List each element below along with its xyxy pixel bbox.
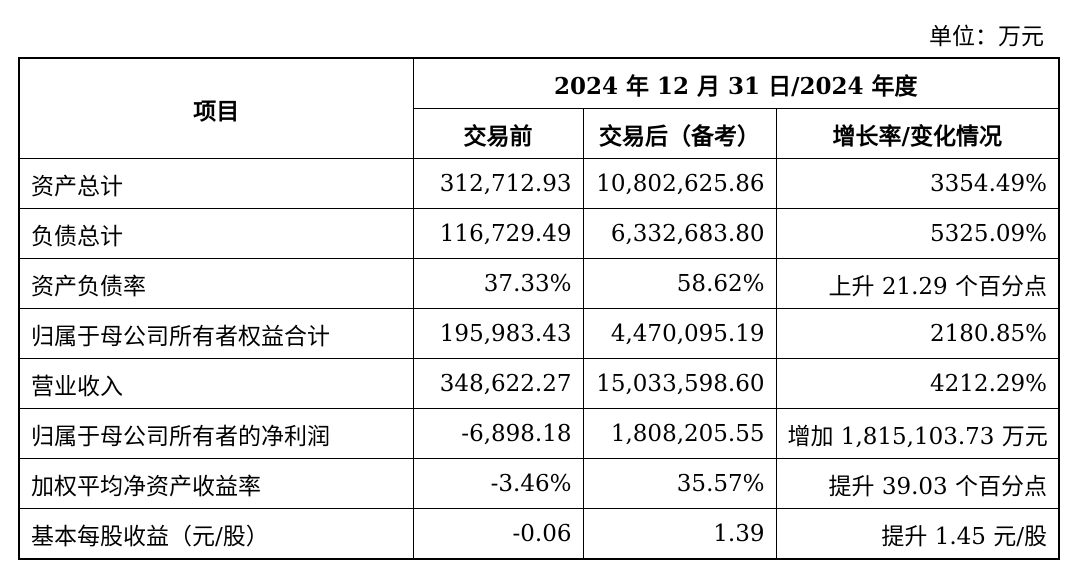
unit-label: 单位：万元 <box>929 24 1044 50</box>
financial-table: 项目 2024 年 12 月 31 日/2024 年度 交易前 交易后（备考） … <box>18 57 1060 560</box>
value-before: -0.06 <box>412 508 584 560</box>
header-row-columns: 交易前 交易后（备考） 增长率/变化情况 <box>19 108 1060 159</box>
value-after: 58.62% <box>582 258 777 309</box>
row-label: 加权平均净资产收益率 <box>18 458 414 509</box>
header-period: 2024 年 12 月 31 日/2024 年度 <box>412 57 1060 109</box>
value-before: -6,898.18 <box>412 408 584 459</box>
row-label: 归属于母公司所有者的净利润 <box>18 408 414 459</box>
row-label: 归属于母公司所有者权益合计 <box>18 308 414 359</box>
value-after: 15,033,598.60 <box>582 358 777 409</box>
row-label: 营业收入 <box>18 358 414 409</box>
value-after: 10,802,625.86 <box>582 158 777 209</box>
value-change: 3354.49% <box>775 158 1060 209</box>
header-change: 增长率/变化情况 <box>775 108 1060 159</box>
header-item: 项目 <box>18 57 414 159</box>
value-after: 1.39 <box>582 508 777 560</box>
row-label: 负债总计 <box>18 208 414 259</box>
table-row: 负债总计 116,729.49 6,332,683.80 5325.09% <box>18 208 1060 259</box>
row-label: 基本每股收益（元/股） <box>18 508 414 560</box>
table-row: 归属于母公司所有者权益合计 195,983.43 4,470,095.19 21… <box>18 308 1060 359</box>
value-change: 5325.09% <box>775 208 1060 259</box>
row-label: 资产总计 <box>18 158 414 209</box>
value-before: 195,983.43 <box>412 308 584 359</box>
value-before: 116,729.49 <box>412 208 584 259</box>
table-row: 营业收入 348,622.27 15,033,598.60 4212.29% <box>18 358 1060 409</box>
value-change: 上升 21.29 个百分点 <box>775 258 1060 309</box>
value-before: 37.33% <box>412 258 584 309</box>
row-label: 资产负债率 <box>18 258 414 309</box>
table-row: 加权平均净资产收益率 -3.46% 35.57% 提升 39.03 个百分点 <box>18 458 1060 509</box>
table-row: 资产负债率 37.33% 58.62% 上升 21.29 个百分点 <box>18 258 1060 309</box>
header-row-period: 项目 2024 年 12 月 31 日/2024 年度 <box>18 57 1060 159</box>
table-row: 基本每股收益（元/股） -0.06 1.39 提升 1.45 元/股 <box>18 508 1060 560</box>
value-change: 提升 1.45 元/股 <box>775 508 1060 560</box>
value-before: -3.46% <box>412 458 584 509</box>
value-change: 2180.85% <box>775 308 1060 359</box>
value-after: 35.57% <box>582 458 777 509</box>
value-change: 4212.29% <box>775 358 1060 409</box>
header-after: 交易后（备考） <box>582 108 777 159</box>
value-before: 312,712.93 <box>412 158 584 209</box>
value-after: 1,808,205.55 <box>582 408 777 459</box>
value-before: 348,622.27 <box>412 358 584 409</box>
value-change: 增加 1,815,103.73 万元 <box>775 408 1060 459</box>
value-change: 提升 39.03 个百分点 <box>775 458 1060 509</box>
table-row: 归属于母公司所有者的净利润 -6,898.18 1,808,205.55 增加 … <box>18 408 1060 459</box>
value-after: 6,332,683.80 <box>582 208 777 259</box>
table-row: 资产总计 312,712.93 10,802,625.86 3354.49% <box>18 158 1060 209</box>
header-before: 交易前 <box>412 108 584 159</box>
value-after: 4,470,095.19 <box>582 308 777 359</box>
